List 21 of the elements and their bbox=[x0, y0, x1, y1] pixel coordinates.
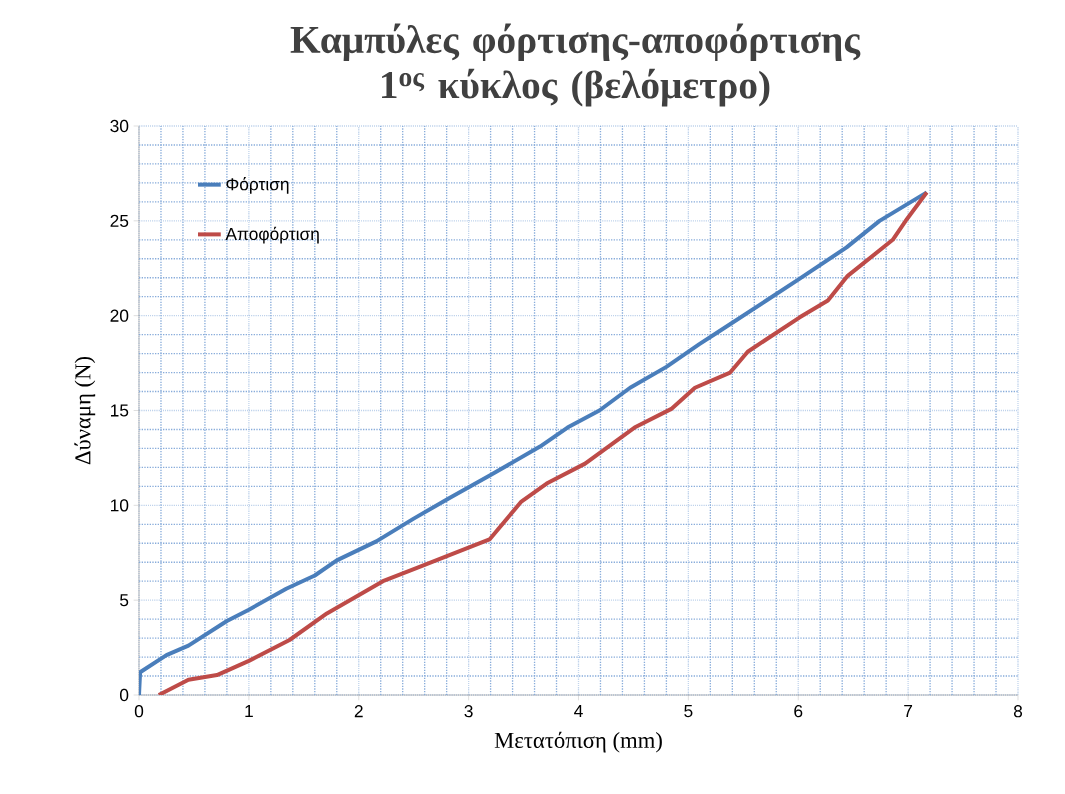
legend-label: Αποφόρτιση bbox=[225, 226, 319, 244]
y-tick-label: 0 bbox=[119, 688, 129, 702]
y-tick-label: 5 bbox=[120, 594, 129, 607]
y-tick-label: 10 bbox=[110, 499, 129, 512]
x-tick-label: 8 bbox=[1013, 705, 1023, 718]
x-tick-label: 1 bbox=[245, 705, 253, 717]
x-tick-label: 7 bbox=[904, 705, 913, 717]
chart-title: Καμπύλες φόρτισης-αποφόρτισης 1$^{ος}$ κύκλος (βελόμετρο) bbox=[290, 23, 861, 107]
y-axis-title: Δύναμη (N) bbox=[74, 356, 96, 465]
x-tick-label: 3 bbox=[464, 705, 473, 718]
legend-label: Φόρτιση bbox=[226, 177, 289, 194]
x-tick-label: 5 bbox=[684, 705, 693, 718]
x-tick-label: 6 bbox=[794, 705, 803, 718]
x-tick-label: 2 bbox=[354, 705, 363, 718]
y-tick-label: 25 bbox=[110, 214, 129, 227]
y-tick-label: 20 bbox=[110, 309, 129, 322]
x-tick-label: 0 bbox=[134, 705, 144, 718]
y-tick-label: 30 bbox=[110, 119, 129, 133]
y-tick-label: 15 bbox=[110, 404, 129, 417]
x-axis-title: Μετατόπιση (mm) bbox=[494, 731, 662, 753]
x-tick-label: 4 bbox=[574, 705, 583, 717]
